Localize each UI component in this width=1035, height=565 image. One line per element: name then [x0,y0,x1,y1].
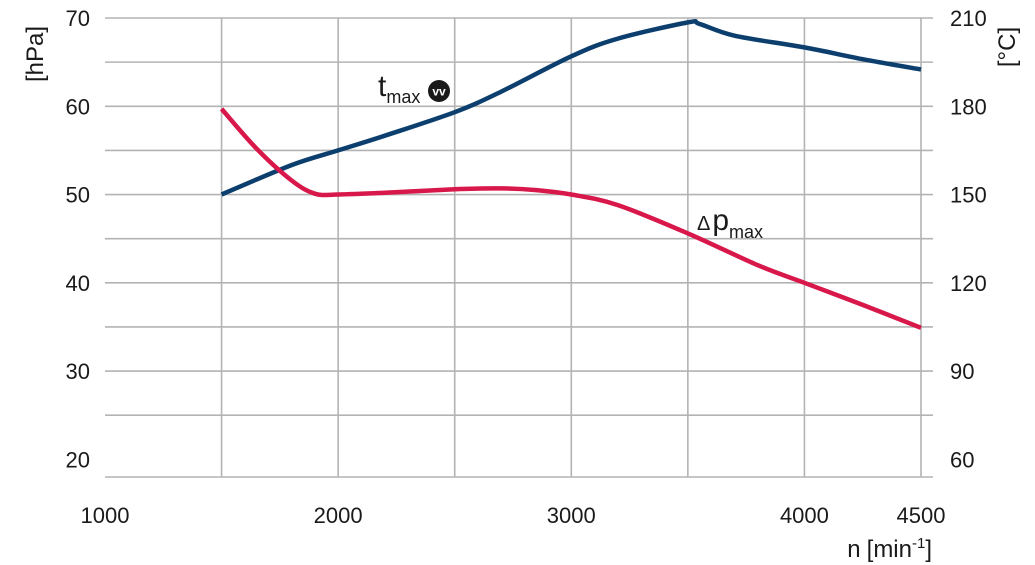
series-label-dp-max: Δpmax [697,204,763,242]
series-label-t-max-subscript: max [386,87,420,107]
y-left-axis-unit: [hPa] [22,26,49,82]
y-left-tick-label: 20 [66,447,90,472]
series-label-dp-max-delta: Δ [697,213,710,235]
x-tick-label: 3000 [547,503,596,528]
series-label-t-max: tmax vv [378,70,450,107]
y-left-tick-label: 30 [66,359,90,384]
y-right-tick-label: 210 [950,6,987,31]
series-label-dp-max-name: p [712,204,729,237]
vv-badge-icon [428,80,450,102]
x-tick-label: 4000 [780,503,829,528]
y-right-tick-label: 120 [950,271,987,296]
x-tick-label: 1000 [81,503,130,528]
x-tick-label: 4500 [897,503,946,528]
y-left-tick-label: 60 [66,94,90,119]
series-label-t-max-name: t [378,70,387,103]
y-right-tick-label: 60 [950,447,974,472]
series-lines [219,18,922,330]
y-left-tick-label: 70 [66,6,90,31]
x-tick-label: 2000 [314,503,363,528]
svg-text:Δpmax: Δpmax [697,204,763,242]
vv-badge-label: vv [432,85,446,99]
y-left-tick-label: 50 [66,183,90,208]
x-axis-unit-text: min [873,536,912,563]
x-tick-labels: 1000 2000 3000 4000 4500 [81,503,946,528]
x-axis-unit-bracket-close: ] [925,536,932,563]
series-line-dp-max [219,107,922,330]
x-axis-unit: n [min-1] [847,535,932,563]
series-label-dp-max-subscript: max [729,222,763,242]
x-axis-unit-base: n [847,536,860,563]
y-right-axis-unit: [°C] [994,27,1021,67]
y-left-tick-labels: 20 30 40 50 60 70 [66,6,90,472]
svg-text:tmax: tmax [378,70,420,107]
x-axis-unit-bracket-open: [ [867,536,874,563]
y-right-tick-labels: 60 90 120 150 180 210 [950,6,987,472]
y-right-tick-label: 150 [950,183,987,208]
series-line-t-max [220,18,922,197]
y-right-tick-label: 180 [950,94,987,119]
y-left-tick-label: 40 [66,271,90,296]
x-axis-unit-superscript: -1 [912,535,925,552]
gridlines [105,17,933,478]
y-right-tick-label: 90 [950,359,974,384]
